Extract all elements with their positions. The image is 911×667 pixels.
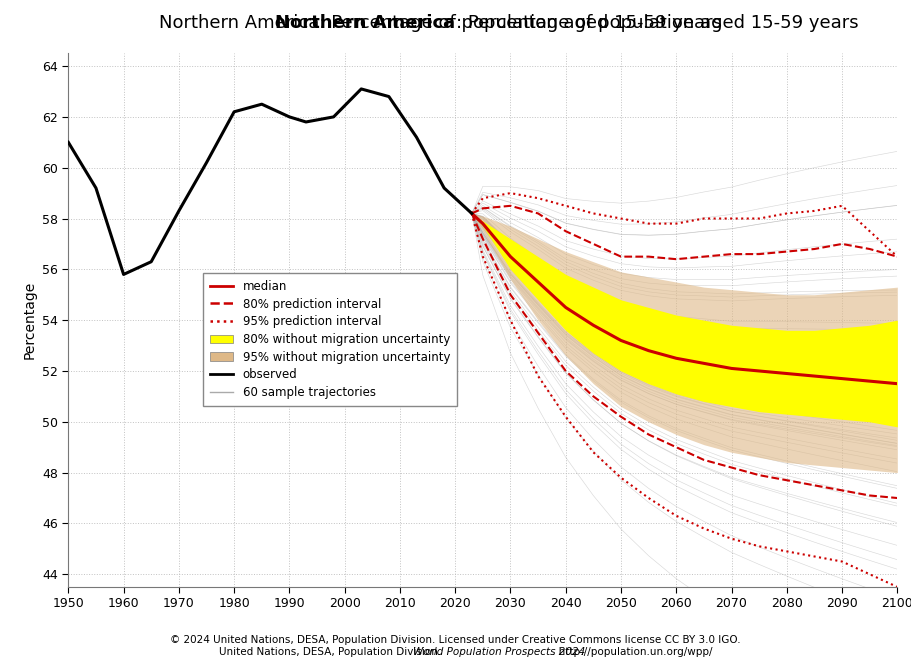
Text: United Nations, DESA, Population Division.: United Nations, DESA, Population Divisio…	[219, 648, 445, 657]
Text: © 2024 United Nations, DESA, Population Division. Licensed under Creative Common: © 2024 United Nations, DESA, Population …	[170, 636, 741, 645]
Y-axis label: Percentage: Percentage	[23, 281, 36, 360]
Text: Northern America: Percentage of population aged 15-59 years: Northern America: Percentage of populati…	[159, 15, 722, 32]
Text: Northern America: Northern America	[275, 15, 456, 32]
Text: World Population Prospects 2024: World Population Prospects 2024	[413, 648, 585, 657]
Legend: median, 80% prediction interval, 95% prediction interval, 80% without migration : median, 80% prediction interval, 95% pre…	[203, 273, 457, 406]
Text: : Percentage of population aged 15-59 years: : Percentage of population aged 15-59 ye…	[456, 15, 858, 32]
Text: . http://population.un.org/wpp/: . http://population.un.org/wpp/	[552, 648, 713, 657]
